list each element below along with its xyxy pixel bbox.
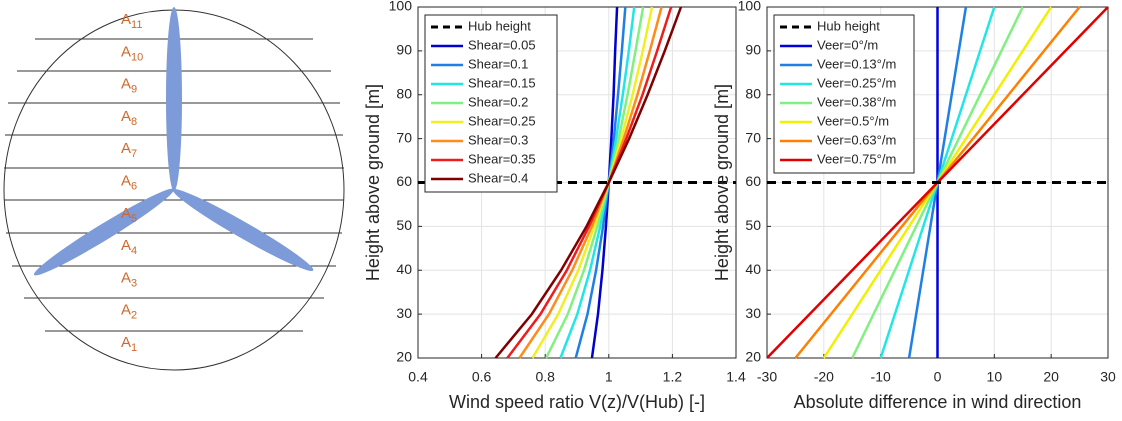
y-tick-label: 90 xyxy=(396,42,412,58)
x-tick-label: 1.2 xyxy=(663,369,683,385)
y-tick-label: 40 xyxy=(396,261,412,277)
area-subscript: 8 xyxy=(131,116,137,128)
area-subscript: 7 xyxy=(131,148,137,160)
y-tick-label: 30 xyxy=(396,305,412,321)
y-tick-label: 80 xyxy=(396,85,412,101)
x-tick-label: 1.4 xyxy=(726,369,746,385)
area-label: A7 xyxy=(121,140,137,160)
y-tick-label: 100 xyxy=(389,0,413,14)
legend-label: Shear=0.1 xyxy=(468,56,528,71)
y-tick-label: 20 xyxy=(745,349,761,365)
blades xyxy=(33,7,314,276)
area-label: A2 xyxy=(121,302,137,322)
area-subscript: 6 xyxy=(131,180,137,192)
area-subscript: 3 xyxy=(131,277,137,289)
legend-label: Shear=0.25 xyxy=(468,113,536,128)
legend-box xyxy=(773,14,915,174)
area-label: A9 xyxy=(121,76,137,96)
legend-label: Hub height xyxy=(468,18,531,33)
area-base: A xyxy=(121,11,131,28)
y-axis-label: Height above ground [m] xyxy=(712,84,732,281)
legend-label: Veer=0.13°/m xyxy=(817,56,896,71)
area-subscript: 1 xyxy=(131,342,137,354)
blade xyxy=(166,7,182,191)
area-base: A xyxy=(121,172,131,189)
legend-label: Hub height xyxy=(817,18,880,33)
area-subscript: 10 xyxy=(131,51,143,63)
area-label: A10 xyxy=(121,43,143,63)
area-subscript: 5 xyxy=(131,213,137,225)
x-tick-label: 30 xyxy=(1100,369,1116,385)
area-base: A xyxy=(121,269,131,286)
area-label: A6 xyxy=(121,172,137,192)
y-axis-label: Height above ground [m] xyxy=(363,84,383,281)
blade xyxy=(172,189,314,271)
legend-label: Veer=0.75°/m xyxy=(817,151,896,166)
y-tick-label: 60 xyxy=(396,173,412,189)
area-label: A1 xyxy=(121,334,137,354)
legend-label: Shear=0.3 xyxy=(468,132,528,147)
x-tick-label: 10 xyxy=(987,369,1003,385)
y-tick-label: 40 xyxy=(745,261,761,277)
legend-label: Veer=0.5°/m xyxy=(817,113,889,128)
legend-label: Shear=0.15 xyxy=(468,75,536,90)
y-tick-label: 100 xyxy=(738,0,762,14)
area-subscript: 11 xyxy=(131,19,142,31)
y-tick-label: 60 xyxy=(745,173,761,189)
blade xyxy=(33,188,175,276)
series-line xyxy=(494,6,683,359)
x-tick-label: 0.4 xyxy=(408,369,428,385)
line-chart: -30 -20 -10 0 10 20 30 20 30 40 50 60 70 80 90 100 Absol… xyxy=(712,0,1116,412)
area-base: A xyxy=(121,205,131,222)
area-base: A xyxy=(121,108,131,125)
x-tick-label: 20 xyxy=(1043,369,1059,385)
area-subscript: 4 xyxy=(131,245,137,257)
legend-label: Veer=0.63°/m xyxy=(817,132,896,147)
area-dividers xyxy=(4,38,344,332)
area-label: A11 xyxy=(121,11,142,31)
x-tick-label: -10 xyxy=(871,369,891,385)
area-base: A xyxy=(121,76,131,93)
legend-label: Veer=0.38°/m xyxy=(817,94,896,109)
line-chart: 0.4 0.6 0.8 1 1.2 1.4 20 30 40 50 60 70 80 90 100 Wind … xyxy=(363,0,746,412)
x-axis-label: Wind speed ratio V(z)/V(Hub) [-] xyxy=(449,392,705,412)
legend-label: Shear=0.2 xyxy=(468,94,528,109)
legend-label: Shear=0.35 xyxy=(468,151,536,166)
area-base: A xyxy=(121,302,131,319)
area-base: A xyxy=(121,43,131,60)
x-tick-label: 0.8 xyxy=(535,369,555,385)
area-base: A xyxy=(121,140,131,157)
y-tick-label: 50 xyxy=(745,217,761,233)
legend-label: Shear=0.05 xyxy=(468,37,536,52)
y-tick-label: 20 xyxy=(396,349,412,365)
y-tick-label: 50 xyxy=(396,217,412,233)
area-label: A8 xyxy=(121,108,137,128)
y-tick-label: 70 xyxy=(745,129,761,145)
area-label: A5 xyxy=(121,205,137,225)
legend-label: Shear=0.4 xyxy=(468,170,528,185)
x-tick-label: -30 xyxy=(757,369,777,385)
y-tick-label: 30 xyxy=(745,305,761,321)
x-axis-label: Absolute difference in wind direction xyxy=(794,392,1082,412)
legend-label: Veer=0°/m xyxy=(817,37,878,52)
y-tick-label: 70 xyxy=(396,129,412,145)
area-base: A xyxy=(121,334,131,351)
legend-label: Veer=0.25°/m xyxy=(817,75,896,90)
x-tick-label: -20 xyxy=(814,369,834,385)
area-label: A3 xyxy=(121,269,137,289)
x-tick-label: 0 xyxy=(934,369,942,385)
area-base: A xyxy=(121,237,131,254)
y-tick-label: 80 xyxy=(745,85,761,101)
area-label: A4 xyxy=(121,237,137,257)
x-tick-label: 0.6 xyxy=(472,369,492,385)
x-tick-label: 1 xyxy=(605,369,613,385)
area-subscript: 9 xyxy=(131,84,137,96)
y-tick-label: 90 xyxy=(745,42,761,58)
area-subscript: 2 xyxy=(131,310,137,322)
